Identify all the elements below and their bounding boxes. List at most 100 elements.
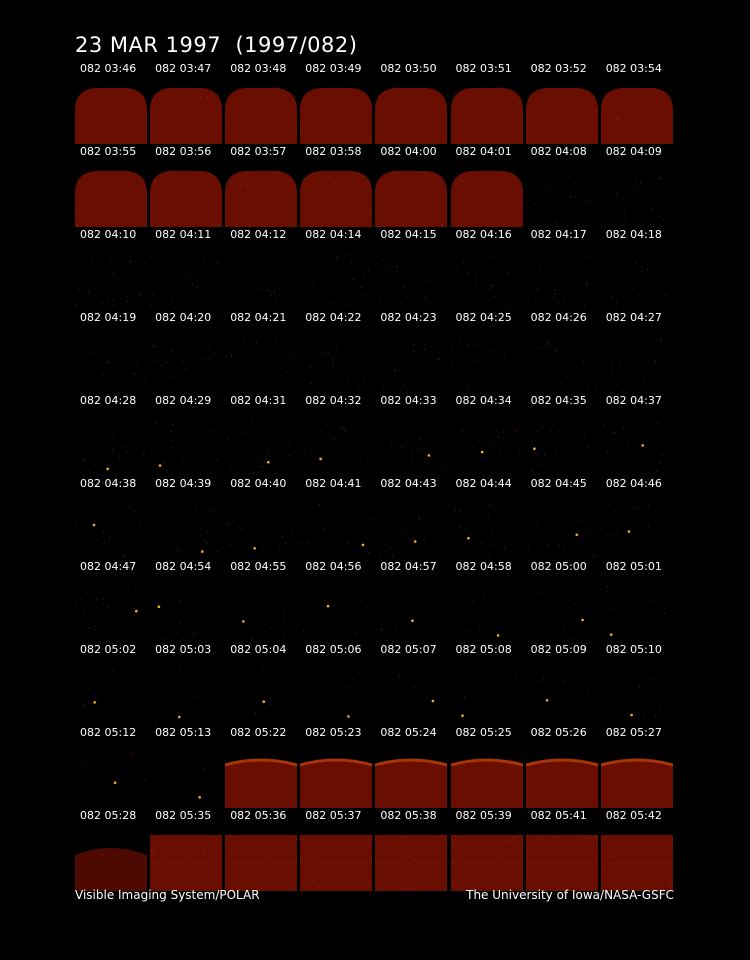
frame-image — [225, 752, 298, 808]
frame-image — [526, 669, 598, 725]
frame-timestamp: 082 05:13 — [155, 726, 212, 739]
earth-disk — [600, 88, 673, 144]
earth-disk — [225, 171, 298, 227]
frame-timestamp: 082 04:08 — [530, 145, 587, 158]
frame-timestamp: 082 03:49 — [305, 62, 362, 75]
frame-image — [225, 835, 298, 891]
frame-image — [300, 669, 372, 725]
frame-timestamp: 082 04:09 — [605, 145, 662, 158]
footer-credit-institution: The University of Iowa/NASA-GSFC — [466, 888, 674, 902]
frame-image — [601, 171, 673, 227]
frame-image — [75, 752, 147, 808]
frame-timestamp: 082 03:47 — [155, 62, 212, 75]
frame-timestamp: 082 05:07 — [380, 643, 437, 656]
star-point — [575, 533, 578, 537]
earth-limb — [75, 848, 147, 891]
frame-timestamp: 082 05:42 — [605, 809, 662, 822]
frame-timestamp: 082 04:54 — [155, 560, 212, 573]
star-point — [627, 530, 630, 533]
frame-image — [451, 669, 523, 725]
frame-timestamp: 082 04:20 — [155, 311, 212, 324]
frame-image — [225, 420, 297, 476]
frame-timestamp: 082 04:39 — [155, 477, 212, 490]
frame-image — [225, 254, 297, 310]
frame-image — [375, 586, 447, 642]
frame-image — [150, 171, 223, 227]
frame-timestamp: 082 05:39 — [455, 809, 512, 822]
frame-image — [375, 88, 448, 144]
frame-image — [225, 171, 298, 227]
frame-image — [525, 835, 598, 891]
frame-image — [600, 752, 673, 808]
star-point — [267, 460, 270, 464]
frame-image — [601, 503, 673, 559]
frame-image — [451, 586, 523, 642]
star-point — [113, 781, 117, 784]
frame-timestamp: 082 04:27 — [605, 311, 662, 324]
frame-timestamp: 082 04:38 — [80, 477, 137, 490]
frame-image — [75, 420, 147, 476]
frame-image — [150, 669, 222, 725]
frame-image — [300, 171, 373, 227]
frame-image — [150, 503, 222, 559]
frame-image — [75, 171, 147, 227]
frame-timestamp: 082 05:22 — [230, 726, 287, 739]
frame-timestamp: 082 04:31 — [230, 394, 287, 407]
frame-timestamp: 082 03:58 — [305, 145, 362, 158]
frame-image — [75, 586, 147, 642]
star-point — [262, 700, 266, 703]
frame-timestamp: 082 05:23 — [305, 726, 362, 739]
frame-timestamp: 082 04:58 — [455, 560, 512, 573]
earth-disk — [300, 88, 373, 144]
frame-image — [450, 88, 523, 144]
earth-limb — [600, 759, 673, 808]
frame-timestamp: 082 04:44 — [455, 477, 512, 490]
frame-timestamp: 082 04:55 — [230, 560, 287, 573]
frame-image — [75, 835, 147, 891]
star-point — [427, 454, 431, 457]
frame-timestamp: 082 04:57 — [380, 560, 437, 573]
frame-image — [450, 752, 523, 808]
frame-timestamp: 082 05:03 — [155, 643, 212, 656]
frame-image — [600, 835, 673, 891]
frame-image — [225, 669, 297, 725]
star-point — [460, 714, 464, 717]
frame-timestamp: 082 03:57 — [230, 145, 287, 158]
frame-timestamp: 082 04:35 — [530, 394, 587, 407]
frame-image — [375, 171, 448, 227]
star-point — [466, 536, 470, 540]
star-point — [411, 619, 415, 622]
frame-timestamp: 082 03:56 — [155, 145, 212, 158]
frame-image — [375, 254, 447, 310]
star-point — [496, 634, 499, 637]
frame-timestamp: 082 04:56 — [305, 560, 362, 573]
star-point — [92, 523, 96, 527]
frame-image — [300, 254, 372, 310]
frame-timestamp: 082 04:14 — [305, 228, 362, 241]
earth-disk — [375, 88, 448, 144]
star-point — [641, 444, 644, 447]
frame-image — [601, 669, 673, 725]
frame-image — [300, 752, 373, 808]
frame-timestamp: 082 05:06 — [305, 643, 362, 656]
earth-disk — [150, 88, 223, 144]
frame-image — [300, 337, 372, 393]
frame-timestamp: 082 03:52 — [530, 62, 587, 75]
frame-timestamp: 082 05:36 — [230, 809, 287, 822]
frame-timestamp: 082 03:46 — [80, 62, 137, 75]
frame-timestamp: 082 05:04 — [230, 643, 287, 656]
frame-image — [300, 835, 373, 891]
frame-image — [600, 88, 673, 144]
star-point — [347, 715, 350, 718]
frame-image — [300, 88, 373, 144]
frame-timestamp: 082 03:50 — [380, 62, 437, 75]
star-point — [201, 550, 204, 553]
frame-image — [75, 337, 147, 393]
frame-timestamp: 082 04:45 — [530, 477, 587, 490]
earth-limb — [225, 759, 298, 808]
frame-timestamp: 082 05:02 — [80, 643, 137, 656]
frame-image — [601, 420, 673, 476]
earth-disk — [75, 88, 147, 144]
frame-image — [225, 88, 298, 144]
frame-timestamp: 082 05:37 — [305, 809, 362, 822]
